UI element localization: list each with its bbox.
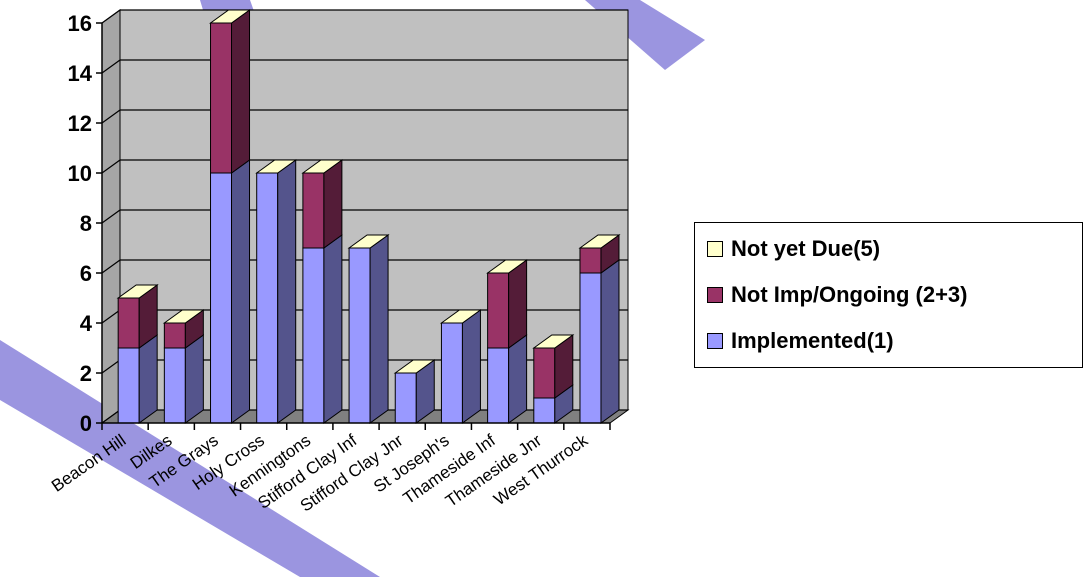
y-tick-label: 0 xyxy=(80,411,92,436)
gridline xyxy=(101,9,628,24)
legend-label-not-yet-due: Not yet Due(5) xyxy=(731,236,881,261)
y-tick-label: 10 xyxy=(68,161,92,186)
bar-side xyxy=(600,259,620,424)
bar-top xyxy=(347,234,390,249)
bar-front xyxy=(256,172,279,424)
bar-front xyxy=(163,322,186,349)
legend: Not yet Due(5) Not Imp/Ongoing (2+3) Imp… xyxy=(694,222,1083,368)
bar-side xyxy=(508,334,528,424)
y-tick-label: 16 xyxy=(68,11,92,36)
y-tick-label: 4 xyxy=(80,311,93,336)
gridline xyxy=(101,259,628,274)
y-tick-label: 12 xyxy=(68,111,92,136)
bar-front xyxy=(579,247,602,274)
bar-front xyxy=(487,347,510,424)
legend-item-implemented: Implemented(1) xyxy=(707,323,894,359)
bar-side xyxy=(184,334,204,424)
legend-swatch-implemented xyxy=(707,333,723,349)
y-tick-label: 8 xyxy=(80,211,92,236)
bar-front xyxy=(533,347,556,399)
bar-top xyxy=(578,234,621,249)
bar-side xyxy=(508,259,528,349)
legend-swatch-not-yet-due xyxy=(707,241,723,257)
legend-label-not-imp-ongoing: Not Imp/Ongoing (2+3) xyxy=(731,282,968,307)
watermark-stroke-lower xyxy=(0,340,380,577)
bar-front xyxy=(210,172,233,424)
legend-item-not-yet-due: Not yet Due(5) xyxy=(707,231,880,267)
gridline xyxy=(101,159,628,174)
bar-top xyxy=(301,159,344,174)
bar-top xyxy=(532,334,575,349)
bar-side xyxy=(323,159,343,249)
bar-front xyxy=(440,322,463,424)
legend-label-implemented: Implemented(1) xyxy=(731,328,894,353)
bar-side xyxy=(369,234,389,424)
bar-front xyxy=(579,272,602,424)
y-tick-label: 14 xyxy=(68,61,93,86)
y-tick-label: 2 xyxy=(80,361,92,386)
y-axis-ticks: 0 2 4 6 8 10 12 14 16 xyxy=(68,11,93,436)
bar-side xyxy=(323,234,343,424)
bar-side xyxy=(138,334,158,424)
bar-top xyxy=(486,259,529,274)
bar-top xyxy=(162,309,205,324)
bar-front xyxy=(394,372,417,424)
bar-top xyxy=(116,284,159,299)
y-tick-label: 6 xyxy=(80,261,92,286)
bar-front xyxy=(348,247,371,424)
bar-top xyxy=(208,9,252,24)
bar-front xyxy=(302,172,325,249)
bar-front xyxy=(117,347,140,424)
bar-front xyxy=(533,397,556,424)
legend-swatch-not-imp-ongoing xyxy=(707,287,723,303)
bar-top xyxy=(439,309,482,324)
axes-layer xyxy=(96,22,611,430)
bar-front xyxy=(163,347,186,424)
bar-side xyxy=(231,9,251,174)
bar-front xyxy=(210,22,233,174)
bar-side xyxy=(277,159,297,424)
bar-front xyxy=(117,297,140,349)
gridline xyxy=(101,59,628,74)
bar-front xyxy=(302,247,325,424)
gridline xyxy=(101,209,628,224)
bar-side xyxy=(231,159,251,424)
bar-top xyxy=(393,359,436,374)
legend-item-not-imp-ongoing: Not Imp/Ongoing (2+3) xyxy=(707,277,968,313)
bars-layer xyxy=(116,9,621,424)
gridline xyxy=(101,109,628,124)
bar-front xyxy=(487,272,510,349)
bar-top xyxy=(255,159,298,174)
bar-side xyxy=(461,309,481,424)
